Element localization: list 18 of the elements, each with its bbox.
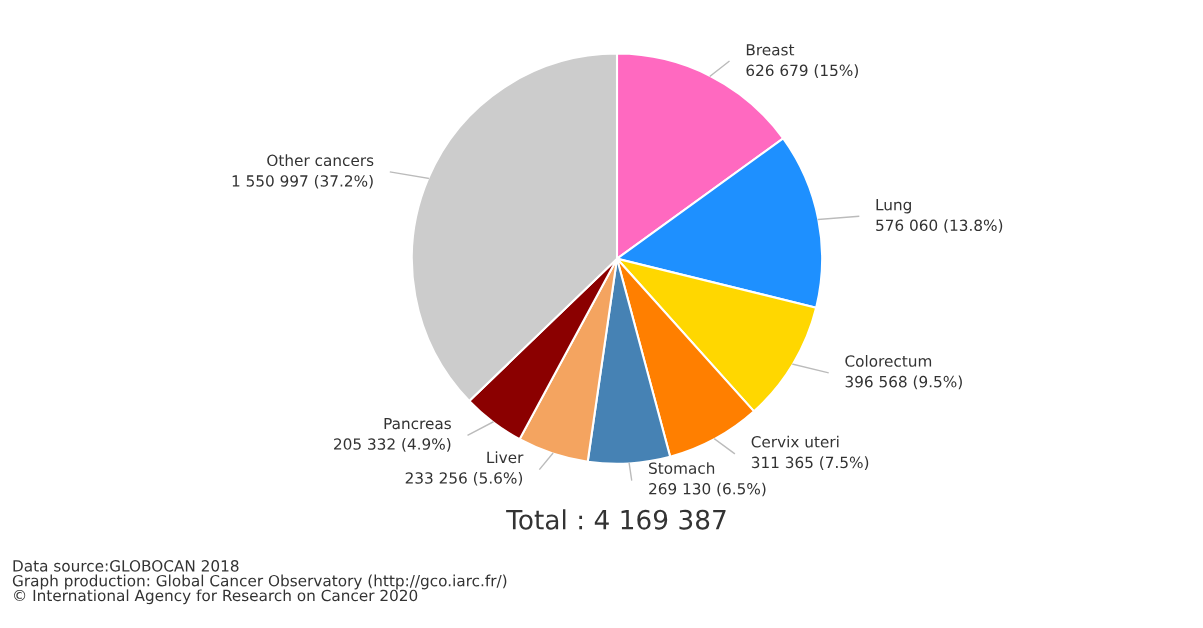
data-label: 233 256 (5.6%) <box>405 471 523 486</box>
data-label: 311 365 (7.5%) <box>751 456 869 470</box>
slice-label: Pancreas <box>384 417 451 430</box>
data-label: 1 550 997 (37.2%) <box>232 174 373 189</box>
slice-label: Liver <box>487 451 524 464</box>
data-label: 269 130 (6.5%) <box>649 482 766 497</box>
slice-label: Breast <box>746 44 795 56</box>
data-label: 396 568 (9.5%) <box>845 375 962 390</box>
data-label: 205 332 (4.9%) <box>334 438 451 452</box>
slice-label: Cervix uteri <box>751 435 839 448</box>
slice-label: Other cancers <box>267 154 374 167</box>
data-label: 576 060 (13.8%) <box>876 219 1003 233</box>
data-label: 626 679 (15%) <box>746 64 858 78</box>
text: Total : 4 169 387 <box>506 509 726 530</box>
source-note: Data source:GLOBOCAN 2018 Graph production: Global Cancer Observatory (http://gco.iarc.fr/) © International Agency for Research on Cancer 2020 <box>12 560 507 605</box>
slice-label: Lung <box>876 199 911 214</box>
slice-label: Colorectum <box>845 355 932 367</box>
slice-label: Stomach <box>649 462 715 474</box>
